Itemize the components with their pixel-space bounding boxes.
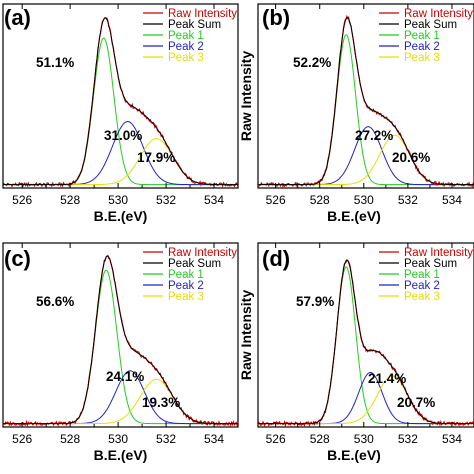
plot-frame [257, 3, 474, 189]
plot-frame [257, 242, 474, 428]
legend-entry: Peak Sum [168, 258, 221, 270]
x-tick-label: 534 [442, 432, 462, 446]
peak-percentage-label: 21.4% [368, 371, 406, 386]
peak-percentage-label: 24.1% [106, 369, 144, 384]
x-tick-label: 532 [398, 432, 418, 446]
x-tick-label: 526 [12, 432, 32, 446]
x-axis-title: B.E.(eV) [327, 447, 381, 463]
legend-entry: Peak 3 [168, 52, 204, 64]
legend-entry: Peak Sum [404, 258, 457, 270]
legend-entry: Raw Intensity [168, 247, 237, 259]
legend-entry: Peak 1 [404, 30, 440, 42]
y-axis-title: Raw Intensity [238, 290, 254, 380]
legend-entry: Peak 2 [404, 280, 440, 292]
peak-percentage-label: 27.2% [355, 128, 393, 143]
plot-area [3, 16, 238, 188]
legend-entry: Peak 1 [168, 30, 204, 42]
peak-percentage-label: 57.9% [296, 294, 334, 309]
peak-sum-curve [3, 255, 238, 425]
peak-sum-curve [258, 17, 474, 186]
peak-percentage-label: 20.6% [392, 150, 430, 165]
peak-percentage-label: 19.3% [142, 395, 180, 410]
x-tick-label: 530 [108, 193, 128, 207]
x-tick-label: 534 [204, 432, 224, 446]
x-tick-label: 530 [354, 432, 374, 446]
legend-entry: Peak Sum [404, 19, 457, 31]
panel-label: (b) [262, 5, 290, 30]
x-axis-title: B.E.(eV) [94, 208, 148, 224]
legend-entry: Peak 3 [168, 291, 204, 303]
legend-entry: Peak 2 [168, 280, 204, 292]
x-tick-label: 534 [204, 193, 224, 207]
x-tick-label: 532 [156, 432, 176, 446]
legend-entry: Raw Intensity [404, 247, 473, 259]
legend-entry: Peak 3 [404, 291, 440, 303]
x-tick-label: 528 [60, 432, 80, 446]
peak-1-curve [258, 266, 474, 425]
peak-percentage-label: 52.2% [293, 55, 331, 70]
x-tick-label: 532 [398, 193, 418, 207]
peak-percentage-label: 20.7% [397, 395, 435, 410]
plot-frame [2, 242, 239, 428]
peak-1-curve [258, 34, 474, 186]
x-tick-label: 530 [354, 193, 374, 207]
peak-sum-curve [3, 17, 238, 186]
x-tick-label: 530 [108, 432, 128, 446]
legend-entry: Peak 1 [404, 269, 440, 281]
x-tick-label: 528 [310, 193, 330, 207]
panel-label: (a) [4, 5, 31, 30]
x-axis-title: B.E.(eV) [327, 208, 381, 224]
plot-frame [2, 3, 239, 189]
plot-area [258, 14, 474, 188]
panel-b: 526 528 530 532 534 B.E.(eV) Raw Intensity Raw … [238, 3, 474, 224]
peak-3-curve [258, 375, 474, 425]
x-tick-label: 526 [266, 432, 286, 446]
panel-label: (d) [262, 246, 290, 271]
raw-intensity-curve [258, 258, 474, 427]
x-axis-title: B.E.(eV) [94, 447, 148, 463]
x-tick-label: 528 [60, 193, 80, 207]
legend-entry: Peak 2 [404, 41, 440, 53]
peak-percentage-label: 56.6% [36, 294, 74, 309]
peak-3-curve [3, 378, 238, 425]
legend-entry: Peak 1 [168, 269, 204, 281]
panel-d: 526 528 530 532 534 B.E.(eV) Raw Intensity Raw … [238, 242, 474, 463]
x-tick-label: 534 [442, 193, 462, 207]
peak-sum-curve [258, 259, 474, 425]
peak-percentage-label: 17.9% [137, 150, 175, 165]
legend-entry: Peak 2 [168, 41, 204, 53]
plot-area [258, 258, 474, 427]
plot-area [3, 254, 238, 427]
legend-entry: Peak 3 [404, 52, 440, 64]
x-tick-label: 528 [310, 432, 330, 446]
legend-entry: Raw Intensity [168, 8, 237, 20]
panel-label: (c) [4, 246, 31, 271]
y-axis-title: Raw Intensity [238, 51, 254, 141]
peak-percentage-label: 51.1% [36, 55, 74, 70]
peak-percentage-label: 31.0% [104, 128, 142, 143]
raw-intensity-curve [258, 14, 474, 188]
x-tick-label: 526 [12, 193, 32, 207]
x-tick-label: 526 [266, 193, 286, 207]
x-tick-label: 532 [156, 193, 176, 207]
peak-2-curve [258, 371, 474, 425]
legend-entry: Raw Intensity [404, 8, 473, 20]
legend-entry: Peak Sum [168, 19, 221, 31]
